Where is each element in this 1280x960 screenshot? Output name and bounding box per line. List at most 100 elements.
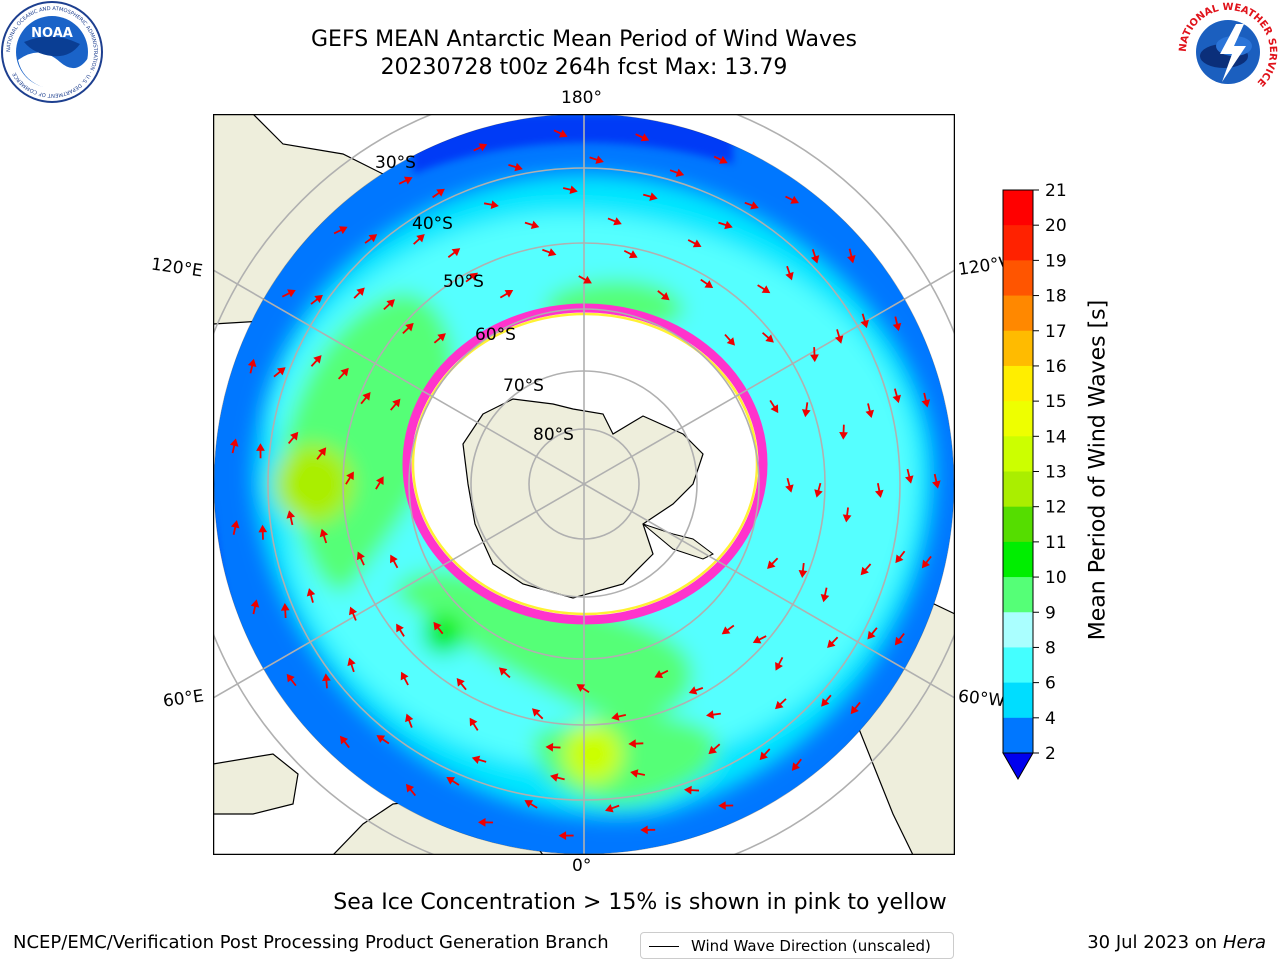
wave-arrow [635,133,650,142]
wave-arrow [353,287,365,299]
wave-arrow [623,249,638,259]
colorbar-band [1003,401,1033,437]
wave-arrow [478,818,494,827]
wave-arrow [669,168,685,177]
wave-arrow [287,431,299,444]
legend-line-swatch [649,946,679,947]
wave-arrow [759,748,771,761]
wave-arrow [874,483,884,498]
wave-arrow [432,188,445,199]
wave-arrow [376,735,390,745]
wave-arrow [628,739,644,749]
wave-arrow [757,284,771,294]
wave-arrow [775,698,787,710]
footer-credit: NCEP/EMC/Verification Post Processing Pr… [13,932,609,953]
colorbar-tick-label: 4 [1045,709,1056,729]
wave-arrow [545,742,561,752]
wave-arrow [798,562,808,578]
wave-arrow [892,316,902,332]
wave-arrow [630,769,646,778]
wave-arrow [785,195,799,204]
wave-arrow [700,278,714,289]
wave-arrow [250,599,260,615]
colorbar-tick-label: 14 [1045,427,1067,447]
lon-label-0: 0° [572,856,592,876]
footer-date-text: 30 Jul 2023 on [1087,932,1223,953]
colorbar-band [1003,190,1033,226]
wave-arrow [834,329,844,344]
wave-arrow [761,332,774,343]
lat-label-30s: 30°S [375,153,416,173]
wave-arrow [390,554,399,569]
wave-arrow [839,424,848,440]
wave-arrow [553,129,568,138]
colorbar-svg: 21 20 19 18 17 16 15 14 13 12 11 10 9 8 6 4 2 [1002,181,1067,781]
wave-arrow [402,322,414,335]
wave-arrow [932,473,941,489]
colorbar-tick-label: 13 [1045,463,1067,483]
lon-label-180: 180° [561,88,602,108]
wave-arrow [471,755,487,764]
colorbar-tick-label: 11 [1045,533,1067,553]
wave-arrow [894,633,905,646]
wave-arrow [433,333,446,344]
colorbar-band [1003,717,1033,754]
wave-arrow [247,358,257,374]
wave-arrow [578,275,592,284]
colorbar-tick-label: 12 [1045,498,1067,518]
wave-arrow [405,783,417,797]
wave-arrow [256,443,265,459]
wave-arrow [405,713,414,728]
wave-arrow [905,468,914,484]
wave-arrow [322,673,331,689]
colorbar-tick-label: 16 [1045,357,1067,377]
colorbar-tick-label: 18 [1045,287,1067,307]
lon-label-60e: 60°E [161,686,206,712]
wave-arrow [364,234,378,244]
chart-legend: Wind Wave Direction (unscaled) [640,932,954,959]
lon-label-120e: 120°E [149,254,204,282]
colorbar-band [1003,577,1033,613]
wave-arrow [769,399,779,414]
wave-arrow [589,155,604,164]
wave-arrow [640,825,656,835]
wave-arrow [531,708,544,720]
wave-arrow [785,265,794,281]
wave-arrow [860,563,872,576]
wave-arrow [892,388,902,404]
wave-arrow [542,248,557,257]
wave-arrow [375,476,384,490]
wave-arrow [508,162,523,172]
wave-arrow [286,510,296,526]
chart-title: GEFS MEAN Antarctic Mean Period of Wind … [311,27,857,52]
chart-subtitle: 20230728 t00z 264h fcst Max: 13.79 [380,55,788,80]
wave-arrow [562,185,578,194]
wave-arrow [850,701,861,715]
colorbar-tick-label: 8 [1045,638,1056,658]
wave-arrow [483,200,499,209]
wave-arrow [752,635,767,644]
wave-arrow [654,669,669,678]
colorbar-band [1003,612,1033,648]
wave-arrow [713,155,728,164]
colorbar-tick-label: 9 [1045,603,1056,623]
wave-arrow [524,800,538,809]
colorbar-band [1003,260,1033,297]
wave-arrow [498,667,511,679]
wave-arrow [708,743,721,755]
wave-arrow [607,217,622,226]
colorbar-band [1003,471,1033,508]
wave-arrow [281,289,296,298]
colorbar-tick-label: 15 [1045,392,1067,412]
wave-arrow [810,347,819,363]
wave-arrow [687,239,702,248]
colorbar-tick-label: 21 [1045,181,1067,201]
wave-arrow [433,621,444,635]
wave-arrow [724,333,736,346]
wave-arrow [827,636,839,649]
wave-arrow [348,606,358,621]
wave-arrow [310,355,322,367]
map-panel: 30°S 40°S 50°S 60°S 70°S 80°S Wind Wave … [213,114,955,959]
wave-arrow [705,710,721,719]
wave-arrow [550,773,565,782]
